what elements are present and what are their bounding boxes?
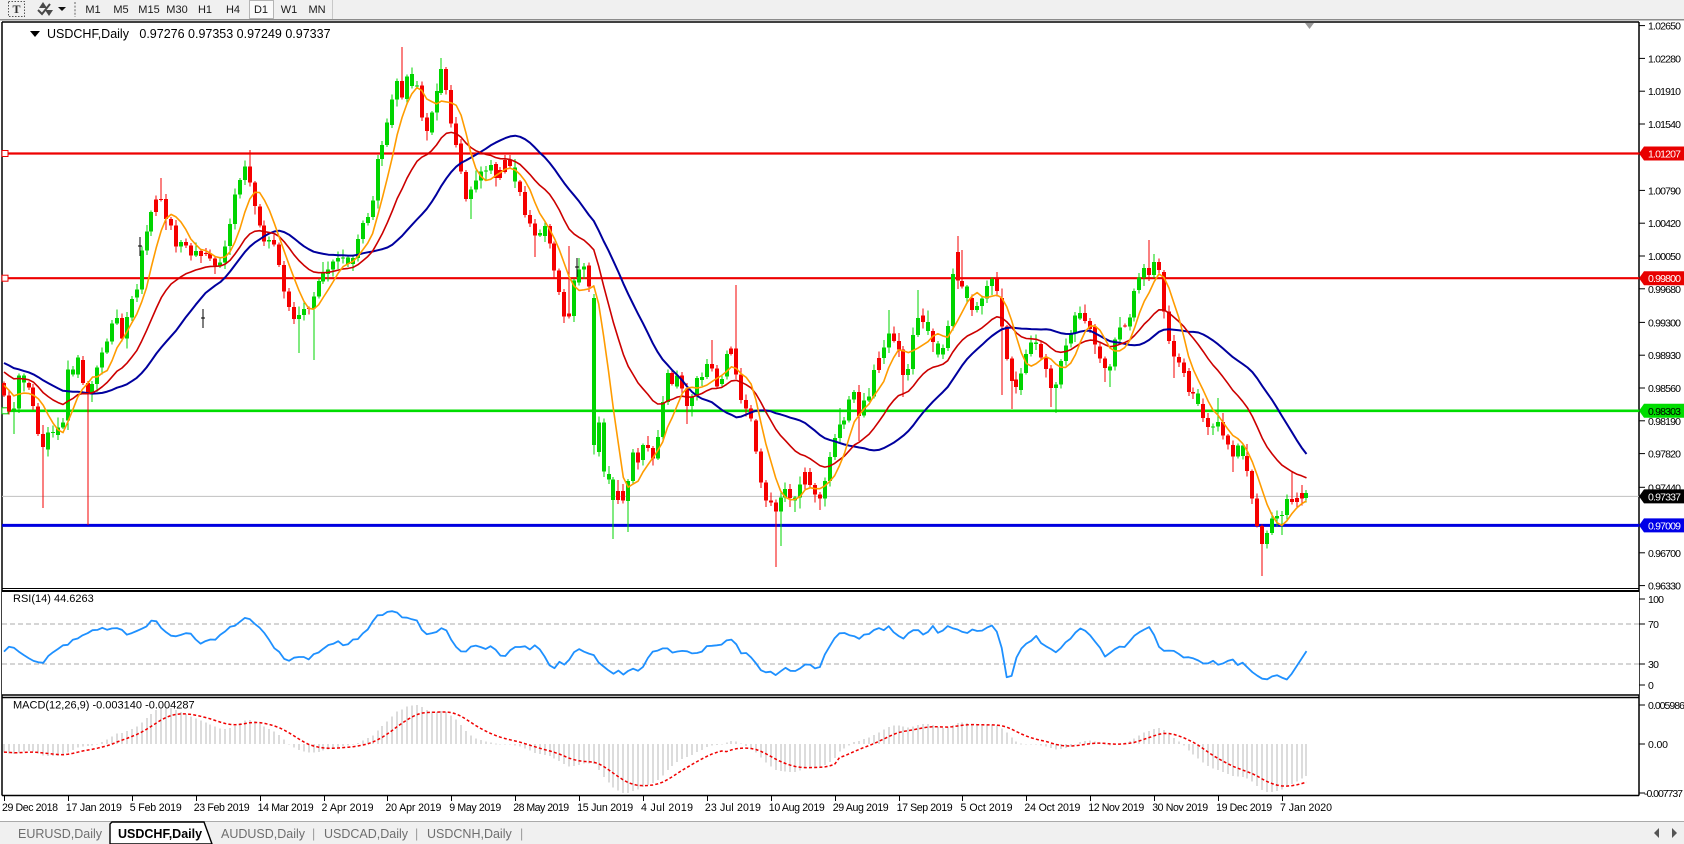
- svg-text:M1: M1: [85, 4, 100, 16]
- svg-text:0.98560: 0.98560: [1648, 383, 1681, 395]
- svg-text:USDCHF,Daily: USDCHF,Daily: [118, 827, 202, 841]
- svg-text:0.98930: 0.98930: [1648, 350, 1681, 362]
- svg-text:0: 0: [1648, 680, 1654, 692]
- svg-text:MACD(12,26,9) -0.003140 -0.004: MACD(12,26,9) -0.003140 -0.004287: [13, 700, 195, 712]
- svg-text:5 Oct 2019: 5 Oct 2019: [961, 802, 1013, 814]
- svg-text:20 Apr 2019: 20 Apr 2019: [385, 802, 441, 814]
- svg-text:29 Aug 2019: 29 Aug 2019: [833, 802, 889, 814]
- svg-text:USDCHF,Daily 0.97276 0.97353: USDCHF,Daily 0.97276 0.97353 0.97249 0.9…: [47, 27, 331, 41]
- svg-text:0.97337: 0.97337: [1648, 491, 1681, 503]
- svg-text:M30: M30: [166, 4, 187, 16]
- svg-text:MN: MN: [308, 4, 325, 16]
- svg-text:17 Sep 2019: 17 Sep 2019: [897, 802, 953, 814]
- svg-text:0.96700: 0.96700: [1648, 548, 1681, 560]
- svg-text:70: 70: [1648, 619, 1659, 631]
- svg-text:7 Jan 2020: 7 Jan 2020: [1280, 802, 1332, 814]
- svg-text:0.98303: 0.98303: [1648, 406, 1681, 418]
- svg-text:14 Mar 2019: 14 Mar 2019: [258, 802, 314, 814]
- svg-text:1.01207: 1.01207: [1648, 149, 1681, 161]
- svg-text:1.00420: 1.00420: [1648, 218, 1681, 230]
- svg-text:AUDUSD,Daily: AUDUSD,Daily: [221, 827, 306, 841]
- svg-text:30 Nov 2019: 30 Nov 2019: [1152, 802, 1208, 814]
- svg-text:USDCNH,Daily: USDCNH,Daily: [427, 827, 512, 841]
- svg-text:M15: M15: [138, 4, 159, 16]
- svg-text:1.00050: 1.00050: [1648, 251, 1681, 263]
- svg-text:1.00790: 1.00790: [1648, 185, 1681, 197]
- svg-text:|: |: [312, 827, 315, 841]
- svg-text:H1: H1: [198, 4, 212, 16]
- svg-text:23 Feb 2019: 23 Feb 2019: [194, 802, 250, 814]
- svg-text:USDCAD,Daily: USDCAD,Daily: [324, 827, 409, 841]
- svg-text:M5: M5: [113, 4, 128, 16]
- svg-text:23 Jul 2019: 23 Jul 2019: [705, 802, 761, 814]
- svg-text:0.99680: 0.99680: [1648, 284, 1681, 296]
- svg-text:17 Jan 2019: 17 Jan 2019: [66, 802, 122, 814]
- svg-text:0.96330: 0.96330: [1648, 581, 1681, 593]
- svg-text:28 May 2019: 28 May 2019: [513, 802, 569, 814]
- svg-text:2 Apr 2019: 2 Apr 2019: [322, 802, 374, 814]
- svg-text:29 Dec 2018: 29 Dec 2018: [2, 802, 58, 814]
- svg-text:1.02650: 1.02650: [1648, 21, 1681, 33]
- svg-text:15 Jun 2019: 15 Jun 2019: [577, 802, 633, 814]
- svg-text:1.01540: 1.01540: [1648, 119, 1681, 131]
- svg-text:10 Aug 2019: 10 Aug 2019: [769, 802, 825, 814]
- svg-text:100: 100: [1648, 594, 1664, 606]
- svg-text:H4: H4: [226, 4, 240, 16]
- svg-text:W1: W1: [281, 4, 298, 16]
- svg-text:0.005986: 0.005986: [1648, 700, 1684, 712]
- svg-text:RSI(14) 44.6263: RSI(14) 44.6263: [13, 593, 94, 605]
- svg-text:0.00: 0.00: [1648, 739, 1668, 751]
- svg-text:|: |: [520, 827, 523, 841]
- svg-text:1.01910: 1.01910: [1648, 86, 1681, 98]
- svg-text:0.97820: 0.97820: [1648, 449, 1681, 461]
- svg-text:0.98190: 0.98190: [1648, 416, 1681, 428]
- svg-text:24 Oct 2019: 24 Oct 2019: [1024, 802, 1080, 814]
- svg-text:|: |: [415, 827, 418, 841]
- svg-text:EURUSD,Daily: EURUSD,Daily: [18, 827, 103, 841]
- svg-text:0.97009: 0.97009: [1648, 520, 1681, 532]
- svg-text:0.99800: 0.99800: [1648, 273, 1681, 285]
- svg-text:19 Dec 2019: 19 Dec 2019: [1216, 802, 1272, 814]
- svg-text:0.99300: 0.99300: [1648, 317, 1681, 329]
- svg-text:12 Nov 2019: 12 Nov 2019: [1088, 802, 1144, 814]
- svg-text:-0.007737: -0.007737: [1644, 788, 1683, 800]
- svg-text:4 Jul 2019: 4 Jul 2019: [641, 802, 693, 814]
- svg-text:9 May 2019: 9 May 2019: [449, 802, 501, 814]
- svg-text:30: 30: [1648, 659, 1659, 671]
- svg-text:T: T: [12, 2, 20, 16]
- svg-text:D1: D1: [254, 4, 268, 16]
- svg-text:1.02280: 1.02280: [1648, 53, 1681, 65]
- svg-text:5 Feb 2019: 5 Feb 2019: [130, 802, 182, 814]
